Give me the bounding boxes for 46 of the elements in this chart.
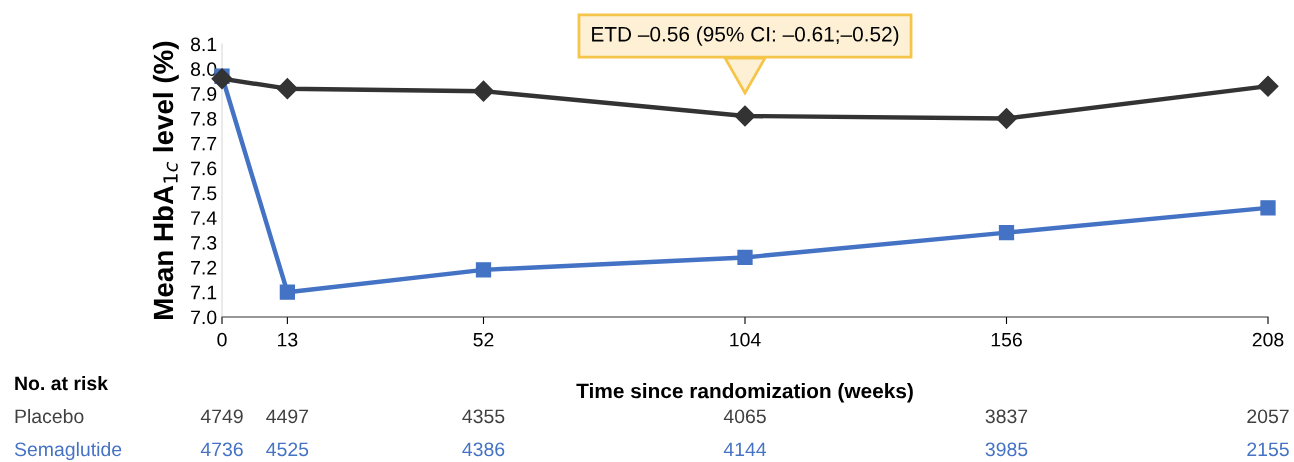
text: 4144	[723, 442, 767, 457]
y-tick-label: 7.6	[191, 161, 217, 176]
x-tick-label: 104	[730, 332, 761, 347]
point	[995, 107, 1018, 129]
x-tick-label: 208	[1252, 332, 1284, 347]
y-tick-label: 7.9	[191, 87, 217, 101]
point	[1257, 75, 1279, 97]
x-tick-label: 13	[278, 332, 298, 347]
text: 4497	[266, 409, 309, 424]
text: 4386	[462, 442, 505, 457]
y-tick-label: 7.3	[191, 236, 217, 250]
point	[737, 249, 753, 266]
y-tick-label: 7.5	[191, 186, 217, 201]
y-tick-label: 7.2	[191, 260, 217, 275]
text: Placebo	[15, 408, 84, 424]
text: 8.0	[190, 62, 217, 77]
text: 4736	[200, 442, 243, 457]
point	[475, 262, 492, 278]
text: 2057	[1247, 409, 1289, 424]
text: 4525	[266, 442, 309, 457]
x-tick-label: 156	[991, 332, 1022, 347]
text: No. at risk	[15, 375, 109, 391]
text: 4749	[200, 409, 243, 424]
y-tick-label: 7.1	[191, 285, 217, 300]
point	[734, 105, 756, 127]
annotation: ETD –0.56 (95% CI: –0.61;–0.52)	[592, 26, 899, 46]
y-tick-label: 7.8	[191, 111, 217, 126]
x-tick-label: 52	[473, 332, 494, 347]
text: 4065	[723, 409, 766, 424]
x-axis-title: Time since randomization (weeks)	[576, 383, 913, 403]
text: 4355	[462, 409, 505, 424]
x-tick-label: 0	[217, 332, 227, 347]
point	[276, 78, 298, 100]
y-tick-label: 8.1	[190, 37, 217, 52]
text: 2155	[1247, 442, 1289, 457]
point	[279, 284, 296, 300]
text: 3985	[985, 442, 1028, 457]
y-tick-label: 7.4	[191, 211, 217, 225]
y-axis-title: Mean HbA$_{1c}$ level (%)	[152, 41, 179, 319]
point	[1260, 200, 1276, 216]
point	[998, 224, 1015, 241]
text: 7.0	[191, 310, 217, 325]
text: Semaglutide	[14, 441, 122, 461]
text: 3837	[985, 409, 1028, 424]
y-tick-label: 7.7	[191, 136, 217, 151]
point	[472, 80, 495, 102]
